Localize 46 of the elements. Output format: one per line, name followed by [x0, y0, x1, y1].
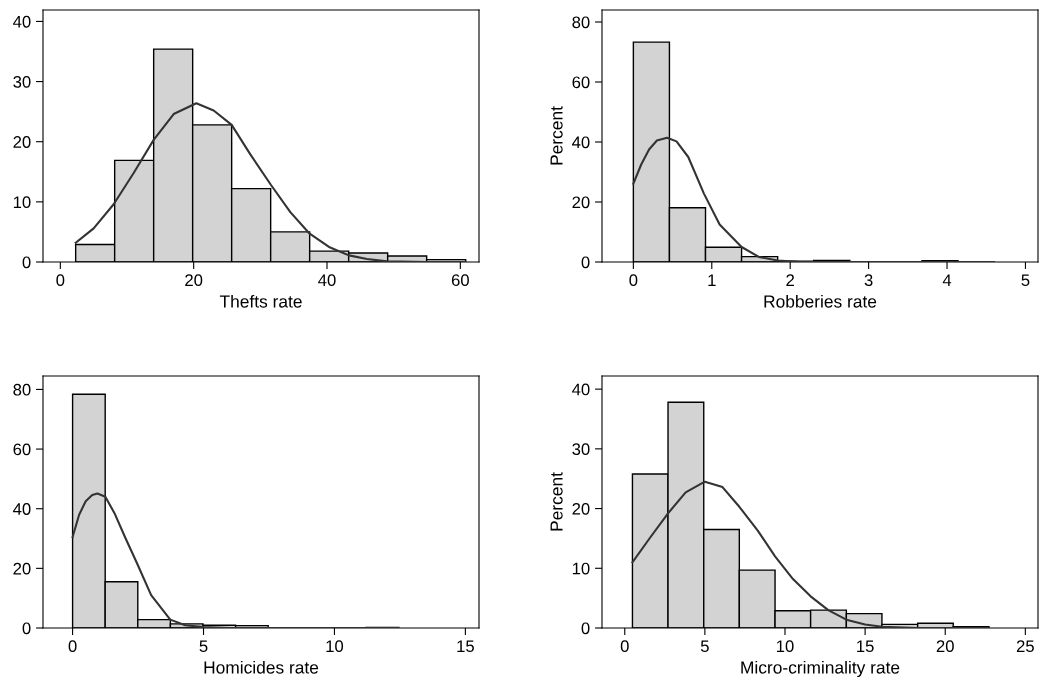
x-tick-label: 40	[318, 274, 336, 287]
x-axis-title: Robberies rate	[764, 294, 877, 308]
y-tick-label: 40	[13, 503, 31, 515]
y-tick-label: 20	[572, 196, 590, 209]
y-axis-title: Percent	[550, 472, 563, 531]
y-tick-label: 40	[572, 383, 590, 396]
y-tick-label: 20	[572, 502, 590, 515]
x-tick-label: 2	[786, 274, 794, 286]
x-axis-title: Micro-criminality rate	[741, 660, 900, 678]
y-tick-label: 80	[13, 383, 31, 396]
x-tick-label: 0	[56, 274, 65, 287]
y-tick-label: 0	[581, 256, 590, 269]
y-tick-label: 60	[13, 443, 31, 456]
x-tick-label: 10	[326, 640, 344, 653]
y-tick-label: 40	[572, 136, 590, 149]
y-tick-label: 80	[572, 16, 590, 29]
x-tick-label: 0	[68, 640, 77, 653]
x-tick-label: 10	[776, 640, 794, 653]
x-axis-title: Thefts rate	[219, 294, 302, 308]
y-tick-label: 10	[13, 196, 31, 209]
y-tick-label: 30	[13, 75, 31, 88]
x-tick-label: 25	[1016, 640, 1034, 653]
y-tick-label: 20	[13, 136, 31, 148]
y-tick-label: 0	[581, 622, 590, 635]
y-tick-label: 20	[13, 562, 31, 575]
x-tick-label: 5	[700, 640, 709, 653]
y-tick-label: 10	[572, 562, 590, 575]
x-tick-label: 1	[708, 274, 716, 286]
y-tick-label: 40	[13, 15, 31, 28]
x-tick-label: 20	[185, 274, 203, 287]
x-tick-label: 15	[457, 640, 474, 653]
x-tick-label: 60	[451, 274, 469, 287]
x-axis-title: Homicides rate	[204, 660, 319, 674]
y-tick-label: 30	[572, 443, 590, 456]
y-tick-label: 60	[572, 76, 590, 89]
x-tick-label: 5	[199, 640, 208, 653]
y-tick-label: 0	[22, 256, 31, 269]
y-tick-label: 0	[22, 622, 31, 635]
x-tick-label: 5	[1021, 274, 1030, 287]
x-tick-label: 20	[936, 640, 954, 653]
x-tick-label: 0	[629, 274, 638, 287]
y-axis-title: Percent	[550, 106, 563, 165]
x-tick-label: 0	[620, 640, 629, 653]
x-tick-label: 3	[864, 274, 873, 287]
x-tick-label: 15	[857, 640, 874, 653]
x-tick-label: 4	[942, 274, 952, 286]
